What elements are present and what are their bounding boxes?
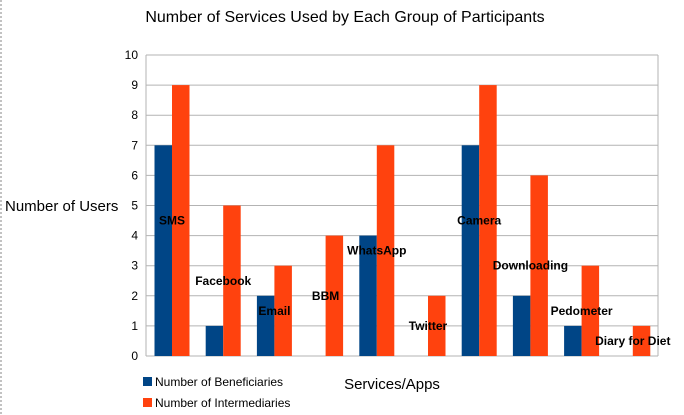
bar-intermediaries-pedometer (581, 265, 600, 356)
bar-intermediaries-whatsapp (376, 145, 395, 356)
y-tick-label: 3 (131, 259, 138, 273)
category-label: Facebook (195, 274, 251, 288)
legend-swatch (143, 398, 152, 407)
legend-label: Number of Intermediaries (155, 396, 290, 410)
bar-intermediaries-facebook (223, 205, 241, 356)
bar-beneficiaries-sms (154, 145, 172, 356)
y-tick-label: 1 (131, 319, 138, 333)
bar-intermediaries-sms (172, 85, 190, 356)
category-label: Pedometer (551, 304, 613, 318)
y-tick-label: 5 (131, 199, 138, 213)
chart-title: Number of Services Used by Each Group of… (145, 9, 544, 26)
legend: Number of Beneficiaries Number of Interme… (143, 375, 290, 410)
y-tick-label: 0 (131, 349, 138, 363)
category-label: SMS (159, 214, 185, 228)
bar-beneficiaries-whatsapp (359, 235, 377, 356)
category-label: Twitter (409, 319, 448, 333)
bar-intermediaries-diary-for-diet (632, 325, 651, 356)
category-label: WhatsApp (347, 244, 406, 258)
y-tick-label: 2 (131, 289, 138, 303)
bar-intermediaries-bbm (325, 235, 344, 356)
category-label: Downloading (493, 259, 568, 273)
x-axis-label: Services/Apps (344, 376, 440, 393)
bar-intermediaries-email (274, 265, 292, 356)
y-tick-label: 8 (131, 108, 138, 122)
y-tick-label: 7 (131, 138, 138, 152)
bar-beneficiaries-pedometer (564, 325, 582, 356)
bar-intermediaries-camera (479, 85, 497, 356)
y-tick-label: 10 (125, 48, 139, 62)
y-tick-label: 6 (131, 168, 138, 182)
category-label: Diary for Diet (595, 334, 670, 348)
y-tick-label: 4 (131, 229, 138, 243)
y-tick-label: 9 (131, 78, 138, 92)
y-tick-labels: 0 1 2 3 4 5 6 7 8 9 10 (125, 48, 139, 363)
bar-beneficiaries-email (256, 295, 275, 356)
bar-intermediaries-downloading (530, 175, 548, 356)
category-label: Email (258, 304, 290, 318)
bar-intermediaries-twitter (428, 295, 446, 356)
bar-beneficiaries-facebook (205, 325, 224, 356)
category-label: BBM (312, 289, 339, 303)
legend-swatch (143, 377, 152, 386)
category-labels: SMS Facebook Email BBM WhatsApp Twitter Camera… (159, 214, 670, 348)
bars (154, 85, 651, 356)
category-label: Camera (457, 214, 501, 228)
legend-label: Number of Beneficiaries (155, 375, 283, 389)
page-edge-dotted-line (0, 0, 2, 415)
y-axis-label: Number of Users (5, 198, 118, 215)
bar-beneficiaries-camera (461, 145, 480, 356)
bar-beneficiaries-downloading (512, 295, 531, 356)
